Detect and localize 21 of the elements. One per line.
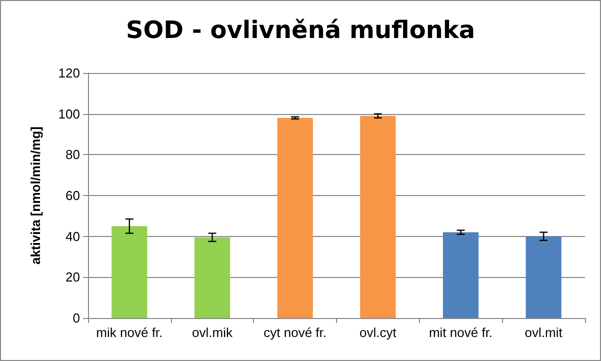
y-tick-label: 60 <box>66 188 80 203</box>
x-tick-label: ovl.mik <box>192 325 233 340</box>
x-tick-label: mik nové fr. <box>96 325 163 340</box>
y-tick-label: 20 <box>66 270 80 285</box>
y-axis-title: aktivita [nmol/min/mg] <box>28 126 43 264</box>
y-tick-label: 120 <box>58 66 80 80</box>
bar <box>112 226 148 318</box>
y-tick-label: 80 <box>66 147 80 162</box>
bar <box>442 232 479 318</box>
x-tick-label: mit nové fr. <box>428 325 493 340</box>
bar <box>360 116 396 318</box>
x-tick-label: cyt nové fr. <box>264 325 327 340</box>
y-tick-label: 100 <box>58 106 80 122</box>
bar <box>277 118 313 318</box>
x-tick-label: ovl.cyt <box>359 325 397 340</box>
chart-title: SOD - ovlivněná muflonka <box>126 16 476 44</box>
y-tick-label: 0 <box>72 310 80 326</box>
y-tick-label: 40 <box>66 228 80 244</box>
bar <box>526 236 562 318</box>
bar <box>194 237 230 318</box>
x-tick-label: ovl.mit <box>524 325 563 340</box>
